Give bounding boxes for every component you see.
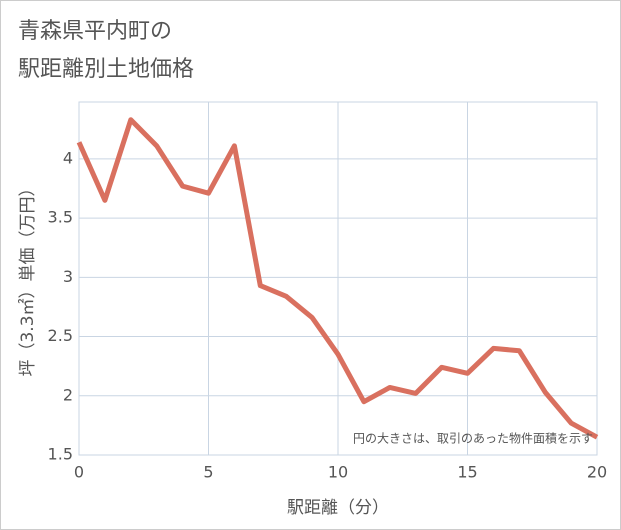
y-tick-label: 2.5 bbox=[48, 326, 73, 345]
x-tick-label: 5 bbox=[203, 463, 213, 482]
x-tick-label: 20 bbox=[587, 463, 607, 482]
x-tick-label: 15 bbox=[457, 463, 477, 482]
x-axis-label: 駅距離（分） bbox=[287, 498, 389, 518]
y-tick-label: 1.5 bbox=[48, 445, 73, 464]
y-axis-label: 坪（3.3㎡）単価（万円） bbox=[18, 179, 38, 376]
data-line bbox=[76, 117, 599, 440]
y-tick-label: 4 bbox=[63, 148, 73, 167]
chart-title: 駅距離別土地価格 bbox=[18, 57, 194, 82]
y-tick-label: 2 bbox=[63, 385, 73, 404]
chart-title: 青森県平内町の bbox=[18, 19, 172, 44]
y-tick-label: 3 bbox=[63, 267, 73, 286]
annotation: 円の大きさは、取引のあった物件面積を示す bbox=[353, 431, 593, 446]
x-tick-label: 10 bbox=[328, 463, 348, 482]
y-tick-label: 3.5 bbox=[48, 208, 73, 227]
x-tick-label: 0 bbox=[74, 463, 84, 482]
